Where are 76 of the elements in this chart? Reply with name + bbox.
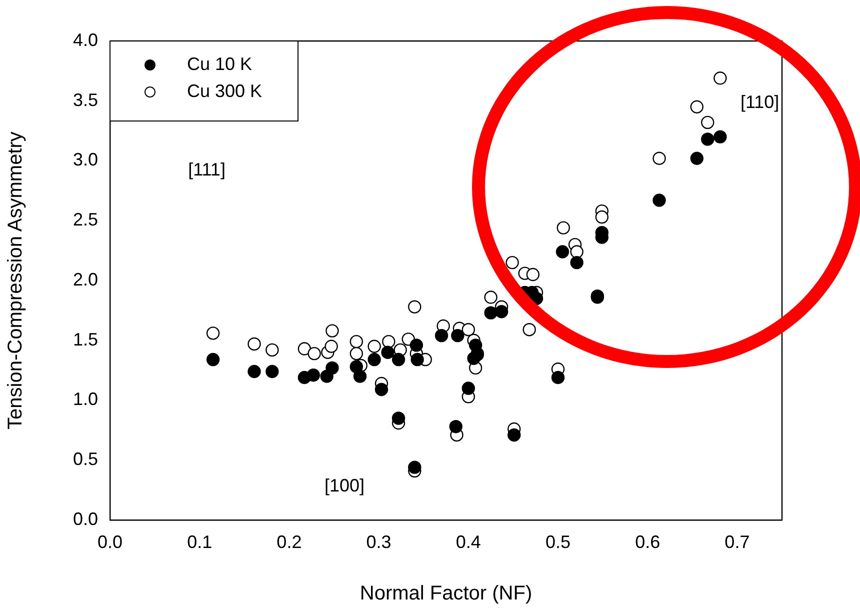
y-tick-label: 2.0 <box>72 269 98 290</box>
y-axis-title: Tension-Compression Asymmetry <box>4 132 27 430</box>
point <box>714 72 727 85</box>
point <box>353 370 367 383</box>
point <box>308 346 321 360</box>
point <box>570 245 584 258</box>
point <box>434 328 448 342</box>
point <box>494 305 508 318</box>
point <box>266 364 279 378</box>
x-tick-label: 0.3 <box>366 532 392 552</box>
point <box>248 337 261 351</box>
point <box>507 428 521 442</box>
y-tick-label: 3.0 <box>72 150 98 170</box>
x-axis-title: Normal Factor (NF) <box>360 582 532 605</box>
point <box>484 290 498 304</box>
point <box>449 420 462 434</box>
point <box>206 352 220 366</box>
point <box>248 364 261 378</box>
y-tick-label: 0.5 <box>72 449 98 470</box>
point <box>701 116 714 130</box>
point <box>368 352 381 366</box>
point <box>551 370 565 384</box>
x-tick-label: 0.4 <box>456 532 481 552</box>
point <box>392 352 406 366</box>
point <box>206 326 220 340</box>
y-tick-label: 3.5 <box>72 90 98 110</box>
point <box>368 340 381 353</box>
point <box>381 346 394 359</box>
point <box>522 323 536 336</box>
point <box>350 346 363 360</box>
y-tick-label: 0.0 <box>72 508 98 529</box>
point <box>326 324 339 338</box>
point <box>392 412 406 425</box>
y-tick-label: 1.5 <box>72 329 98 350</box>
legend-label: Cu 300 K <box>187 80 262 101</box>
point <box>570 256 584 270</box>
point <box>374 382 388 396</box>
point <box>410 352 424 366</box>
legend-label: Cu 10 K <box>187 54 252 74</box>
point <box>266 343 279 357</box>
point <box>595 210 609 224</box>
point <box>652 194 666 207</box>
point <box>462 382 475 395</box>
point <box>556 245 570 258</box>
point <box>298 342 312 356</box>
x-tick-label: 0.5 <box>545 532 571 552</box>
point <box>484 306 498 320</box>
point <box>410 338 424 352</box>
point <box>408 300 422 314</box>
annotation: [100] <box>324 475 365 496</box>
annotation: [111] <box>188 159 226 180</box>
x-tick-label: 0.1 <box>187 532 212 552</box>
x-tick-label: 0.6 <box>635 532 660 552</box>
point <box>690 100 704 114</box>
point <box>652 152 666 165</box>
point <box>526 268 540 282</box>
point <box>690 152 704 165</box>
x-tick-label: 0.2 <box>276 532 302 552</box>
point <box>350 334 363 348</box>
point <box>506 256 519 270</box>
point <box>714 130 727 144</box>
point <box>408 460 422 474</box>
y-tick-label: 4.0 <box>72 30 98 50</box>
y-tick-label: 1.0 <box>72 389 98 410</box>
y-tick-label: 2.5 <box>72 210 98 230</box>
point <box>326 361 339 375</box>
x-tick-label: 0.0 <box>97 532 123 552</box>
point <box>462 323 475 336</box>
x-tick-label: 0.7 <box>724 532 750 552</box>
point <box>701 132 714 146</box>
point <box>556 221 570 234</box>
point <box>306 368 320 382</box>
point <box>324 340 338 353</box>
point <box>382 334 396 348</box>
point <box>451 328 464 342</box>
annotation: [110] <box>740 92 780 112</box>
